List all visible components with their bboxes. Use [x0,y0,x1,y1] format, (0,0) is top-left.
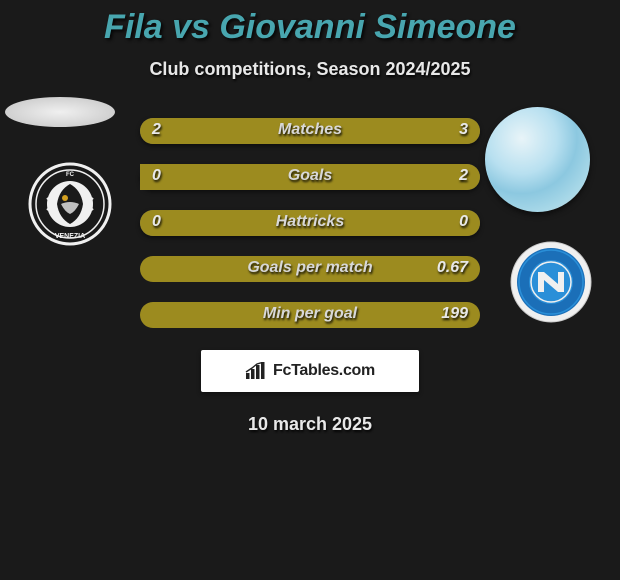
stats-area: VENEZIA FC 2 Matches 3 [0,112,620,342]
stat-row-hattricks: 0 Hattricks 0 [140,204,480,240]
stat-bars: 2 Matches 3 0 Goals 2 0 Hattricks 0 [140,112,480,342]
stat-value-right: 0.67 [437,259,468,277]
club-right-badge [500,240,602,325]
club-left-badge: VENEZIA FC [19,162,121,247]
stat-row-min-per-goal: Min per goal 199 [140,296,480,332]
stat-value-left: 2 [152,121,161,139]
stat-value-left: 0 [152,167,161,185]
attribution-badge: FcTables.com [201,350,419,392]
stat-label: Goals [140,167,480,185]
stat-label: Min per goal [140,305,480,323]
stat-value-left: 0 [152,213,161,231]
player-right-avatar [485,107,590,212]
stat-row-matches: 2 Matches 3 [140,112,480,148]
stat-value-right: 199 [441,305,468,323]
chart-icon [245,362,267,380]
stat-row-goals-per-match: Goals per match 0.67 [140,250,480,286]
stat-label: Hattricks [140,213,480,231]
stat-value-right: 3 [459,121,468,139]
stat-row-goals: 0 Goals 2 [140,158,480,194]
infographic-container: Fila vs Giovanni Simeone Club competitio… [0,0,620,435]
date-text: 10 march 2025 [0,414,620,435]
attribution-text: FcTables.com [273,362,375,380]
stat-label: Matches [140,121,480,139]
page-title: Fila vs Giovanni Simeone [0,8,620,47]
stat-value-right: 2 [459,167,468,185]
player-left-avatar [5,97,115,127]
subtitle: Club competitions, Season 2024/2025 [0,59,620,80]
svg-text:FC: FC [66,172,75,178]
stat-value-right: 0 [459,213,468,231]
club-left-text: VENEZIA [55,233,85,240]
stat-label: Goals per match [140,259,480,277]
